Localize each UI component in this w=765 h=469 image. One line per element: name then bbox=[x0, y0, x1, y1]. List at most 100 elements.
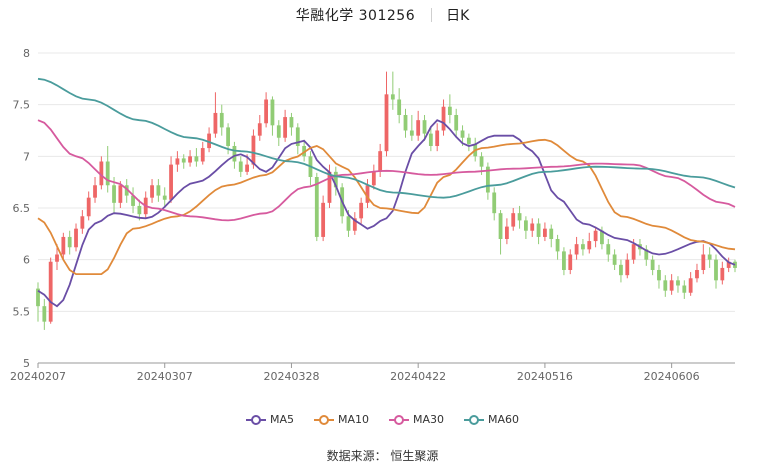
candle-body bbox=[232, 146, 237, 162]
candle-body bbox=[581, 244, 585, 250]
candle-body bbox=[175, 158, 180, 165]
ma-line-ma10 bbox=[37, 138, 736, 275]
candle-body bbox=[688, 278, 693, 293]
candle-body bbox=[257, 123, 262, 136]
candle-body bbox=[346, 216, 351, 231]
candle-body bbox=[593, 230, 598, 242]
candle-body bbox=[625, 259, 630, 276]
candle-body bbox=[219, 112, 224, 128]
x-axis: 20240207 20240307 20240328 20240422 20240516… bbox=[10, 362, 735, 383]
candle-body bbox=[587, 241, 592, 250]
candle-body bbox=[498, 213, 503, 239]
candle-body bbox=[701, 254, 706, 270]
candle-body bbox=[631, 244, 636, 260]
candle-body bbox=[42, 306, 47, 322]
candle-body bbox=[549, 228, 554, 239]
candle-body bbox=[606, 244, 611, 255]
y-tick-label: 7.5 bbox=[13, 99, 31, 112]
candle-body bbox=[555, 239, 560, 252]
candle-body bbox=[511, 213, 516, 227]
x-tick-label: 20240422 bbox=[390, 370, 446, 383]
candle-body bbox=[663, 280, 668, 291]
candle-body bbox=[124, 185, 129, 196]
candle-body bbox=[409, 130, 414, 136]
legend-swatch-ma60 bbox=[464, 414, 485, 425]
candle-body bbox=[720, 267, 725, 281]
legend-item-ma10[interactable]: MA10 bbox=[313, 413, 369, 426]
candle-body bbox=[188, 156, 192, 163]
legend-item-ma5[interactable]: MA5 bbox=[245, 413, 294, 426]
y-tick-label: 6.5 bbox=[13, 202, 31, 215]
candle-body bbox=[61, 236, 66, 255]
candle-body bbox=[289, 117, 294, 128]
candle-body bbox=[314, 177, 319, 237]
candle-body bbox=[447, 106, 452, 115]
legend-item-ma60[interactable]: MA60 bbox=[464, 413, 519, 426]
candle-body bbox=[707, 254, 712, 260]
y-tick-label: 5 bbox=[23, 357, 30, 370]
candle-body bbox=[169, 164, 173, 200]
legend-label-ma10: MA10 bbox=[337, 413, 369, 426]
legend-swatch-ma10 bbox=[313, 414, 334, 425]
candle-body bbox=[397, 99, 402, 115]
candle-body bbox=[479, 156, 484, 167]
y-tick-label: 7 bbox=[23, 150, 30, 163]
candle-body bbox=[454, 115, 459, 131]
candle-body bbox=[619, 264, 623, 276]
legend-label-ma60: MA60 bbox=[488, 413, 520, 426]
ma-line-ma30 bbox=[37, 119, 736, 222]
legend-label-ma30: MA30 bbox=[413, 413, 445, 426]
legend-item-ma30[interactable]: MA30 bbox=[389, 413, 444, 426]
candle-body bbox=[226, 127, 230, 146]
candle-body bbox=[466, 137, 471, 144]
candle-body bbox=[403, 115, 408, 131]
candle-body bbox=[194, 156, 199, 162]
candle-body bbox=[352, 218, 357, 231]
title-separator bbox=[431, 8, 433, 22]
y-tick-label: 6 bbox=[23, 254, 30, 267]
candle-body bbox=[657, 270, 661, 281]
candle-body bbox=[112, 185, 116, 203]
legend: MA5 MA10 MA30 MA60 bbox=[0, 413, 765, 426]
candle-body bbox=[650, 259, 655, 270]
candle-body bbox=[333, 171, 338, 188]
candle-body bbox=[48, 261, 53, 322]
candle-body bbox=[562, 251, 566, 270]
candle-body bbox=[200, 148, 205, 162]
candle-body bbox=[213, 112, 218, 134]
candle-body bbox=[460, 130, 465, 138]
candle-body bbox=[733, 261, 737, 268]
candle-body bbox=[105, 161, 110, 186]
candle-body bbox=[517, 213, 522, 221]
candle-body bbox=[644, 249, 649, 260]
x-tick-label: 20240516 bbox=[517, 370, 573, 383]
candle-body bbox=[295, 127, 300, 146]
legend-swatch-ma5 bbox=[245, 414, 266, 425]
chart-title: 华融化学 301256 日K bbox=[0, 5, 765, 25]
candle-body bbox=[504, 226, 509, 239]
candle-body bbox=[118, 185, 123, 203]
candle-body bbox=[523, 220, 528, 231]
candle-body bbox=[150, 185, 154, 198]
x-tick-label: 20240307 bbox=[137, 370, 193, 383]
candle-body bbox=[80, 216, 85, 229]
candle-body bbox=[492, 192, 497, 214]
candle-body bbox=[726, 261, 731, 268]
candle-body bbox=[327, 171, 332, 203]
candle-body bbox=[67, 236, 72, 248]
candle-body bbox=[162, 195, 167, 200]
candle-body bbox=[714, 259, 718, 281]
legend-label-ma5: MA5 bbox=[269, 413, 294, 426]
candle-body bbox=[251, 135, 256, 165]
candle-body bbox=[568, 254, 573, 270]
candle-body bbox=[86, 197, 91, 217]
candle-body bbox=[612, 254, 617, 265]
candle-body bbox=[276, 125, 281, 138]
candle-body bbox=[543, 228, 547, 237]
candle-body bbox=[435, 130, 440, 146]
candle-body bbox=[36, 288, 40, 307]
candle-body bbox=[416, 120, 421, 136]
candle-body bbox=[264, 99, 269, 124]
